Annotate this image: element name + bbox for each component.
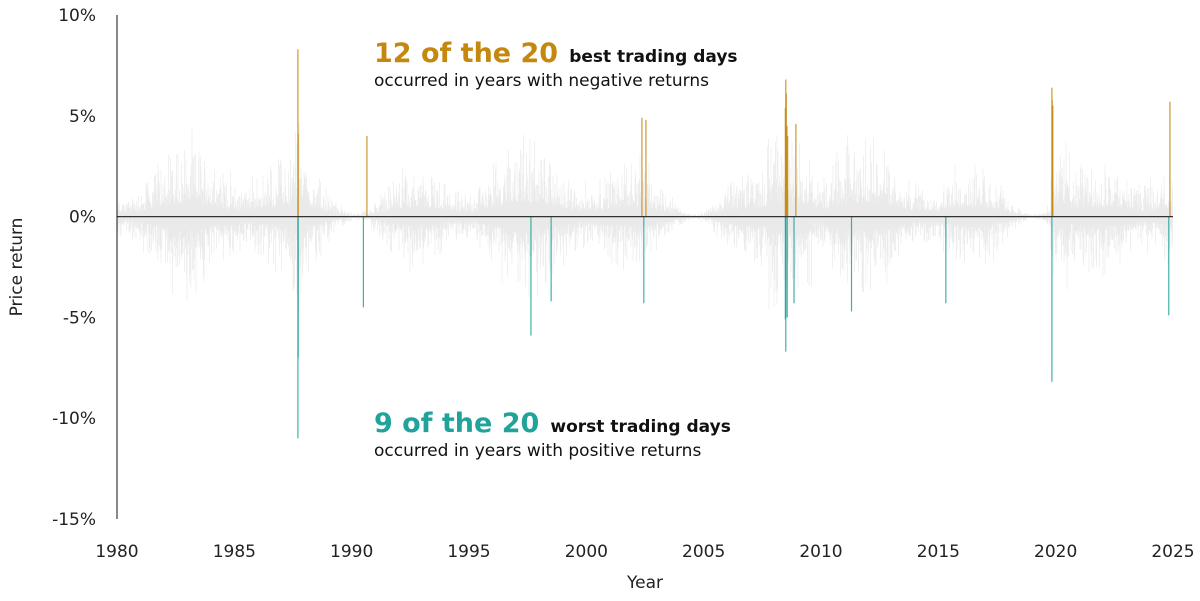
- worst-subtext: occurred in years with positive returns: [374, 441, 701, 461]
- x-tick-label: 2005: [682, 542, 725, 562]
- x-tick-label: 2010: [799, 542, 842, 562]
- svg-text:12 of the 20 best tradin: 12 of the 20 best trading days: [374, 38, 738, 69]
- y-tick-label: -5%: [63, 308, 96, 328]
- x-ticks: 1980 1985 1990 1995 2000 2005 2010 2015 2020 2025: [95, 542, 1194, 562]
- x-tick-label: 1990: [330, 542, 373, 562]
- x-axis-label: Year: [626, 573, 663, 593]
- worst-count: 9 of the 20: [374, 408, 539, 439]
- y-tick-label: 10%: [58, 6, 96, 26]
- svg-text:9 of the 20 worst tradin: 9 of the 20 worst trading days: [374, 408, 731, 439]
- highlighted-days: [297, 49, 1171, 439]
- x-tick-label: 1985: [213, 542, 256, 562]
- best-subtext: occurred in years with negative returns: [374, 71, 709, 91]
- x-tick-label: 1980: [95, 542, 138, 562]
- x-tick-label: 2025: [1151, 542, 1194, 562]
- worst-label: worst trading days: [550, 417, 730, 437]
- worst-days-annotation: 9 of the 20 worst trading days occurred …: [374, 408, 731, 461]
- y-tick-label: -10%: [52, 409, 96, 429]
- best-count: 12 of the 20: [374, 38, 558, 69]
- y-ticks: 10% 5% 0% -5% -10% -15%: [52, 6, 96, 530]
- x-tick-label: 2020: [1034, 542, 1077, 562]
- best-label: best trading days: [569, 47, 737, 67]
- x-tick-label: 1995: [447, 542, 490, 562]
- y-tick-label: 5%: [69, 107, 96, 127]
- x-tick-label: 2000: [565, 542, 608, 562]
- y-axis-label: Price return: [7, 218, 27, 317]
- best-days-annotation: 12 of the 20 best trading days occurred …: [374, 38, 738, 91]
- y-tick-label: -15%: [52, 510, 96, 530]
- y-tick-label: 0%: [69, 208, 96, 228]
- daily-return-bars: [117, 122, 1173, 311]
- x-tick-label: 2015: [917, 542, 960, 562]
